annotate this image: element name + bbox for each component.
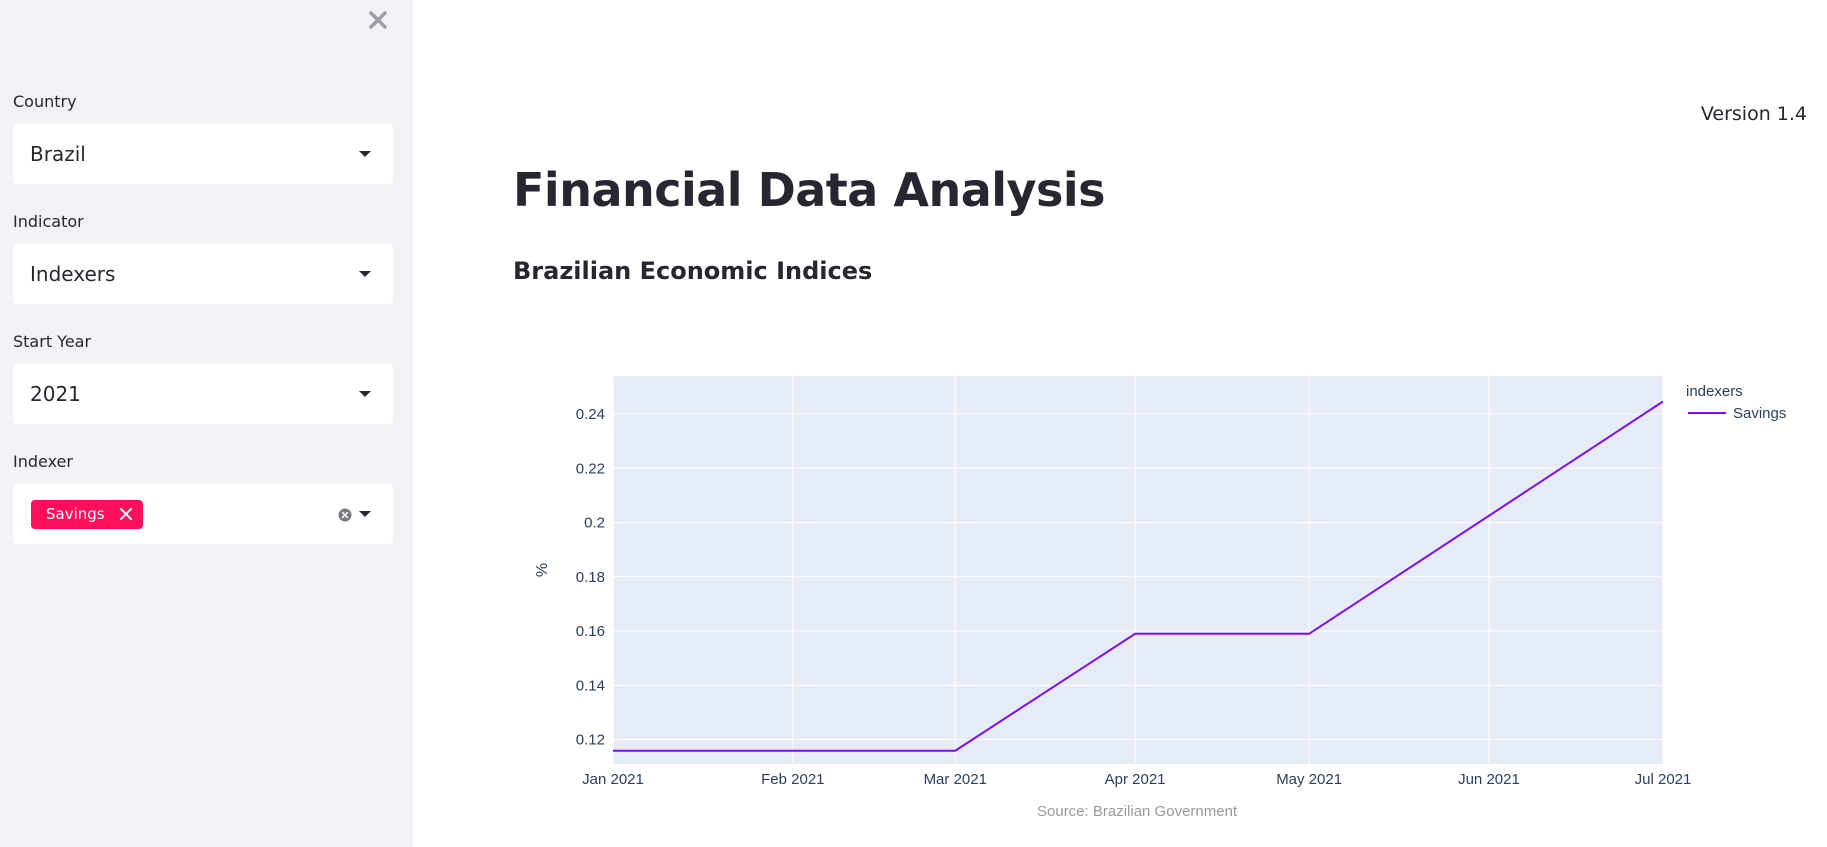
y-tick-label: 0.22 xyxy=(576,460,605,477)
x-tick-label: Jun 2021 xyxy=(1458,771,1520,788)
y-tick-label: 0.18 xyxy=(576,569,605,586)
x-tick-label: Jul 2021 xyxy=(1635,771,1692,788)
clear-icon xyxy=(338,508,352,522)
version-label: Version 1.4 xyxy=(1700,103,1807,125)
remove-tag-button[interactable] xyxy=(119,500,133,529)
y-tick-label: 0.12 xyxy=(576,732,605,749)
indexer-label: Indexer xyxy=(13,452,73,471)
chart-source: Source: Brazilian Government xyxy=(1037,803,1238,820)
x-tick-label: May 2021 xyxy=(1276,771,1342,788)
y-tick-label: 0.14 xyxy=(576,677,605,694)
x-tick-label: Jan 2021 xyxy=(582,771,644,788)
close-icon xyxy=(120,508,132,520)
chart-svg: 0.12 0.14 0.16 0.18 0.2 0.22 0.24 Jan 2021 Feb 2… xyxy=(534,376,1786,788)
indicator-select[interactable]: Indexers xyxy=(13,244,393,304)
legend-title: indexers xyxy=(1686,383,1743,400)
indexer-tag: Savings xyxy=(31,500,143,529)
clear-all-button[interactable] xyxy=(338,507,352,522)
indexer-tag-label: Savings xyxy=(46,505,105,523)
y-tick-label: 0.16 xyxy=(576,623,605,640)
country-select[interactable]: Brazil xyxy=(13,124,393,184)
series-line-savings xyxy=(613,400,1664,752)
start-year-label: Start Year xyxy=(13,332,92,351)
close-sidebar-button[interactable] xyxy=(366,8,390,32)
indicator-value: Indexers xyxy=(30,262,116,286)
y-axis-label: % xyxy=(534,563,551,577)
country-label: Country xyxy=(13,92,77,111)
start-year-select[interactable]: 2021 xyxy=(13,364,393,424)
chevron-down-icon xyxy=(359,391,371,397)
x-tick-label: Mar 2021 xyxy=(924,771,987,788)
start-year-value: 2021 xyxy=(30,382,81,406)
sidebar: Country Brazil Indicator Indexers Start … xyxy=(0,0,413,847)
plot-background xyxy=(613,376,1663,764)
x-tick-label: Apr 2021 xyxy=(1105,771,1166,788)
x-tick-label: Feb 2021 xyxy=(761,771,824,788)
chevron-down-icon xyxy=(359,151,371,157)
indicator-label: Indicator xyxy=(13,212,84,231)
indexer-multiselect[interactable]: Savings xyxy=(13,484,393,544)
chevron-down-icon xyxy=(359,271,371,277)
chevron-down-icon xyxy=(359,511,371,517)
close-icon xyxy=(369,11,387,29)
line-chart[interactable]: 0.12 0.14 0.16 0.18 0.2 0.22 0.24 Jan 2021 Feb 2… xyxy=(513,360,1803,820)
country-value: Brazil xyxy=(30,142,86,166)
y-tick-label: 0.2 xyxy=(584,515,605,532)
page-title: Financial Data Analysis xyxy=(513,163,1106,217)
legend-item-label: Savings xyxy=(1733,405,1786,422)
y-tick-label: 0.24 xyxy=(576,406,605,423)
chart-subheader: Brazilian Economic Indices xyxy=(513,257,873,285)
